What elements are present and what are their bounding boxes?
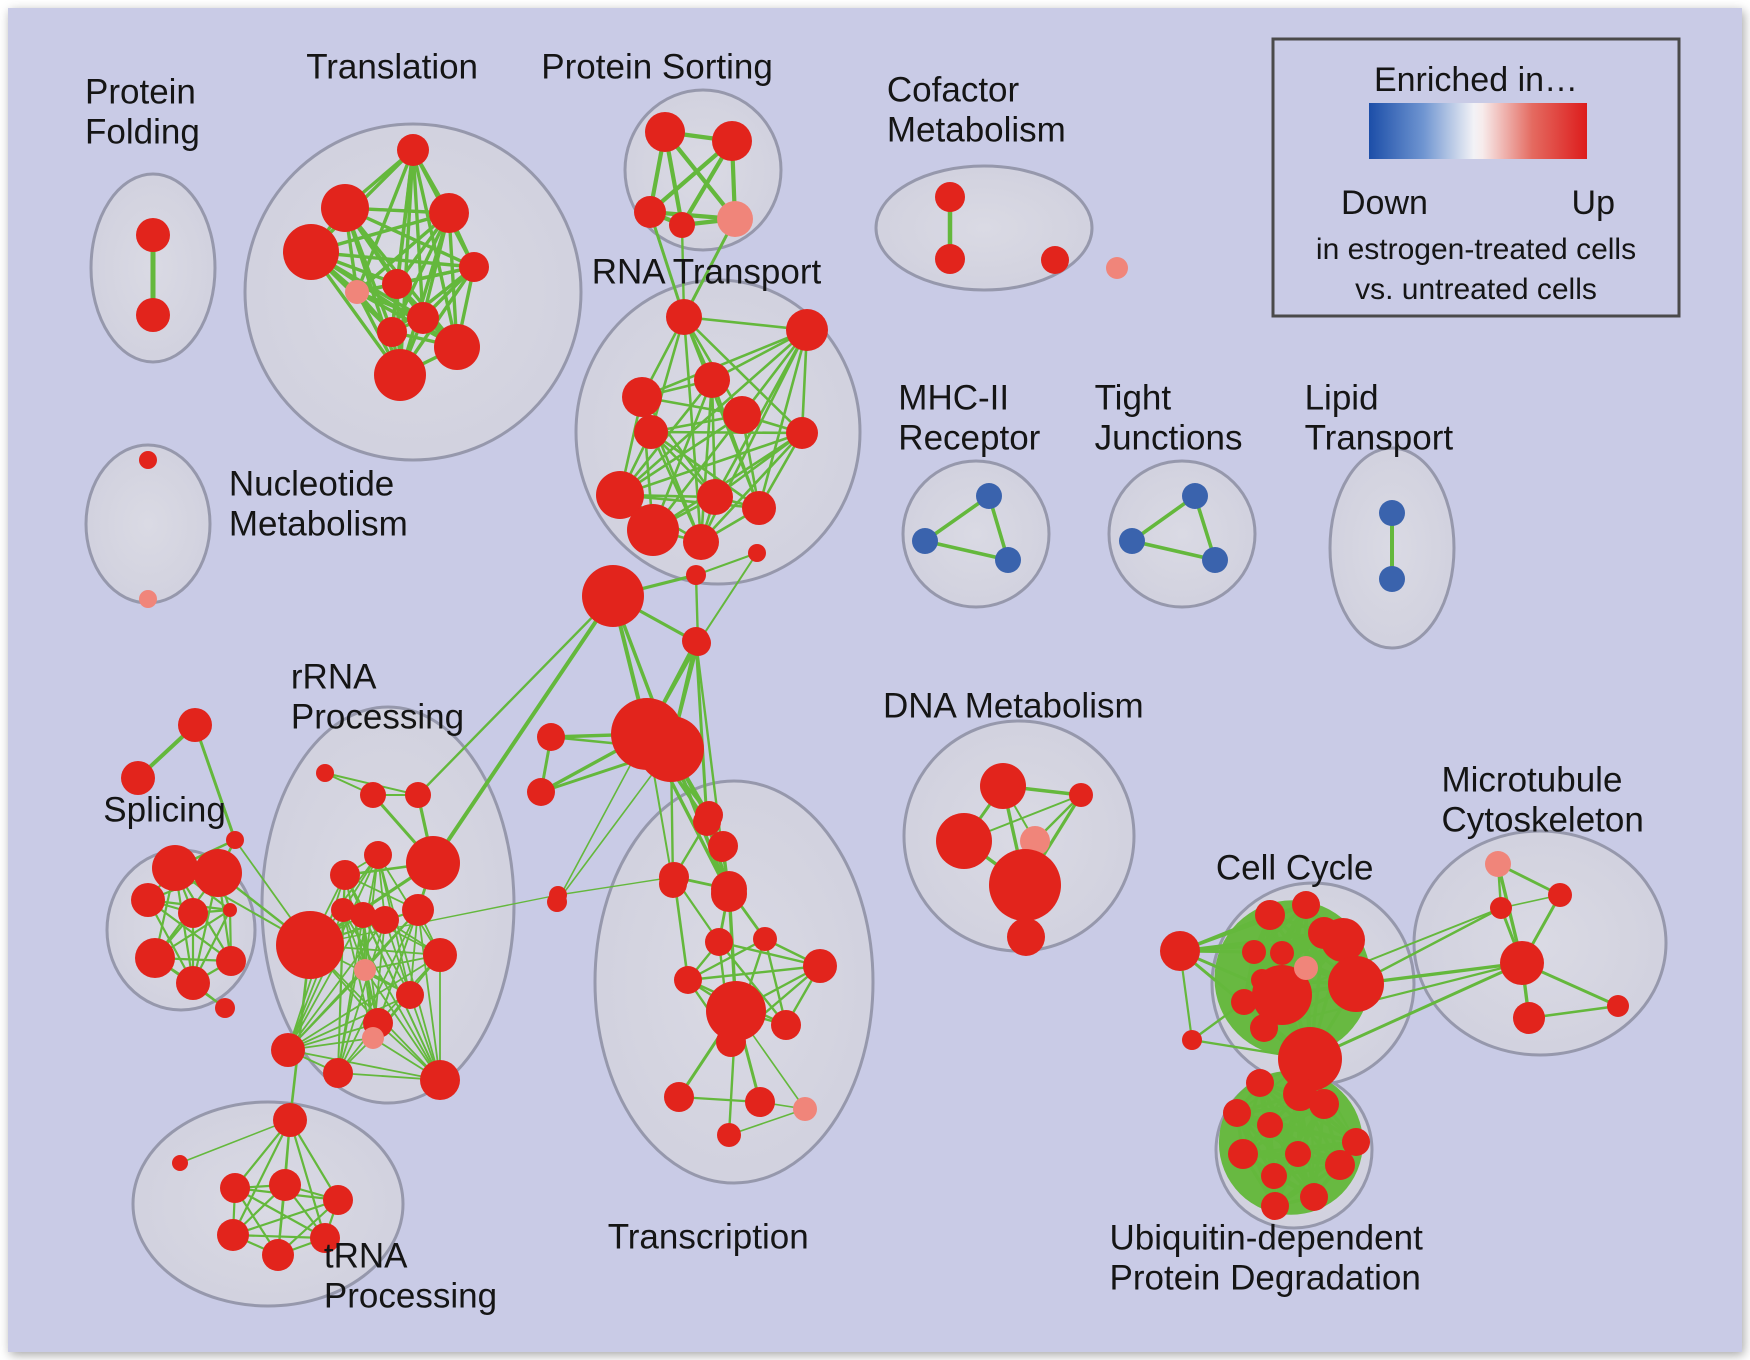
svg-text:Metabolism: Metabolism — [887, 111, 1066, 150]
svg-text:Transcription: Transcription — [608, 1218, 809, 1257]
svg-text:RNA Transport: RNA Transport — [592, 253, 822, 292]
svg-text:Cell Cycle: Cell Cycle — [1216, 849, 1374, 888]
svg-text:Down: Down — [1341, 184, 1428, 222]
svg-text:Processing: Processing — [291, 698, 464, 737]
svg-text:Processing: Processing — [324, 1277, 497, 1316]
svg-text:Lipid: Lipid — [1305, 378, 1379, 417]
svg-text:Protein Degradation: Protein Degradation — [1110, 1259, 1421, 1298]
svg-text:Receptor: Receptor — [898, 419, 1040, 458]
svg-text:Cytoskeleton: Cytoskeleton — [1442, 801, 1644, 840]
svg-text:Tight: Tight — [1095, 378, 1172, 417]
svg-text:Microtubule: Microtubule — [1442, 760, 1623, 799]
svg-text:tRNA: tRNA — [324, 1236, 408, 1275]
svg-text:Up: Up — [1572, 184, 1615, 222]
svg-text:Translation: Translation — [306, 48, 478, 87]
svg-text:DNA Metabolism: DNA Metabolism — [883, 687, 1144, 726]
svg-text:in estrogen-treated cells: in estrogen-treated cells — [1316, 233, 1636, 266]
svg-text:Cofactor: Cofactor — [887, 70, 1020, 109]
svg-text:Protein: Protein — [85, 72, 196, 111]
svg-text:Nucleotide: Nucleotide — [229, 464, 394, 503]
svg-text:Metabolism: Metabolism — [229, 505, 408, 544]
svg-text:Enriched in…: Enriched in… — [1374, 61, 1578, 99]
svg-text:MHC-II: MHC-II — [898, 378, 1009, 417]
svg-text:Splicing: Splicing — [103, 791, 226, 830]
svg-text:rRNA: rRNA — [291, 657, 377, 696]
svg-text:Transport: Transport — [1305, 419, 1454, 458]
svg-text:Ubiquitin-dependent: Ubiquitin-dependent — [1110, 1218, 1424, 1257]
svg-text:Junctions: Junctions — [1095, 419, 1243, 458]
svg-text:Folding: Folding — [85, 113, 200, 152]
svg-text:vs. untreated cells: vs. untreated cells — [1355, 273, 1597, 306]
svg-text:Protein Sorting: Protein Sorting — [541, 48, 773, 87]
